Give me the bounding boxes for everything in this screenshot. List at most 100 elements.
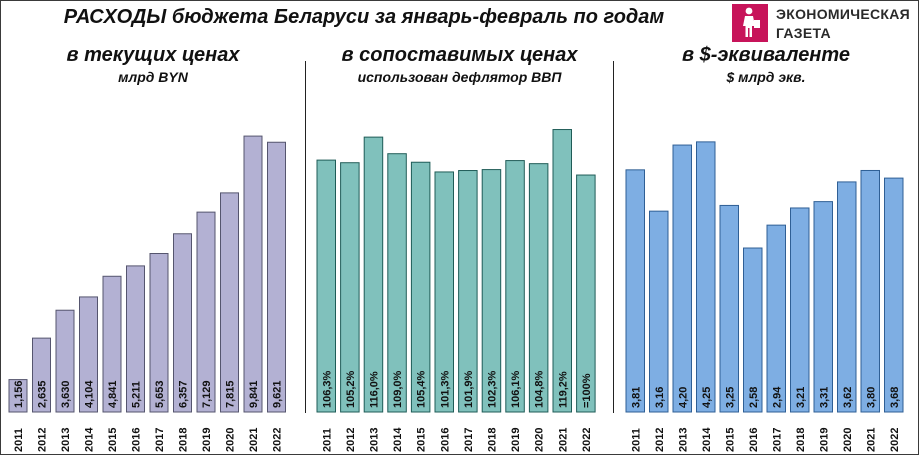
panel-1-subtitle: млрд BYN bbox=[118, 69, 188, 85]
bar bbox=[55, 309, 75, 413]
data-label: 6,357 bbox=[178, 380, 190, 408]
bar bbox=[79, 296, 98, 413]
bar bbox=[813, 201, 833, 413]
data-label: 7,815 bbox=[225, 380, 237, 408]
bar bbox=[363, 136, 384, 413]
data-label: 1,156 bbox=[13, 380, 25, 408]
tick-label: 2012 bbox=[345, 428, 357, 452]
bar bbox=[672, 144, 692, 413]
data-label: 101,9% bbox=[463, 370, 475, 408]
tick-label: 2014 bbox=[84, 427, 96, 452]
data-label: 106,3% bbox=[321, 370, 333, 408]
tick-label: 2011 bbox=[13, 428, 25, 452]
tick-label: 2013 bbox=[677, 428, 689, 452]
tick-label: 2015 bbox=[724, 428, 736, 452]
bar bbox=[505, 160, 525, 413]
tick-label: 2022 bbox=[581, 428, 593, 452]
tick-label: 2017 bbox=[463, 428, 475, 452]
tick-label: 2019 bbox=[201, 428, 213, 452]
bar bbox=[387, 153, 407, 413]
logo: ЭКОНОМИЧЕСКАЯ ГАЗЕТА bbox=[732, 4, 918, 44]
bar bbox=[196, 211, 216, 413]
data-label: 119,2% bbox=[557, 371, 569, 408]
tick-label: 2012 bbox=[37, 428, 49, 452]
logo-mark-icon bbox=[732, 4, 768, 42]
bar bbox=[649, 210, 669, 413]
bar bbox=[173, 233, 192, 413]
bar bbox=[316, 159, 336, 413]
bar bbox=[243, 135, 263, 413]
data-label: 9,621 bbox=[272, 380, 284, 408]
panel-divider bbox=[613, 61, 614, 413]
panel-3-subtitle: $ млрд экв. bbox=[726, 69, 806, 85]
bar bbox=[481, 169, 502, 413]
tick-label: 2016 bbox=[439, 428, 451, 452]
chart-2: 106,3% 2011 105,2% 2012 116,0% 2013 109,0% 2014… bbox=[316, 129, 596, 452]
tick-label: 2017 bbox=[154, 428, 166, 452]
tick-label: 2015 bbox=[107, 428, 119, 452]
bar bbox=[126, 265, 145, 413]
data-label: 106,1% bbox=[510, 370, 522, 408]
tick-label: 2018 bbox=[486, 428, 498, 452]
data-label: 5,211 bbox=[131, 381, 143, 408]
data-label: =100% bbox=[581, 373, 593, 408]
data-label: 3,80 bbox=[865, 387, 877, 408]
data-label: 3,81 bbox=[630, 387, 642, 408]
tick-label: 2019 bbox=[818, 428, 830, 452]
tick-label: 2013 bbox=[368, 428, 380, 452]
main-title: РАСХОДЫ бюджета Беларуси за январь-февра… bbox=[63, 6, 665, 28]
tick-label: 2016 bbox=[748, 428, 760, 452]
bar bbox=[8, 379, 28, 413]
bar bbox=[743, 247, 763, 413]
logo-text-line2: ГАЗЕТА bbox=[776, 25, 831, 41]
tick-label: 2022 bbox=[889, 428, 901, 452]
chart-3: 3,81 2011 3,16 2012 4,20 2013 4,25 2014 3,25 2015… bbox=[625, 141, 904, 452]
data-label: 3,16 bbox=[654, 387, 666, 408]
tick-label: 2021 bbox=[248, 428, 260, 452]
bar bbox=[625, 169, 645, 413]
data-label: 4,20 bbox=[677, 387, 689, 408]
bar bbox=[32, 337, 51, 413]
data-label: 4,25 bbox=[701, 387, 713, 408]
tick-label: 2021 bbox=[865, 428, 877, 452]
tick-label: 2021 bbox=[557, 428, 569, 452]
chart-1: 1,156 2011 2,635 2012 3,630 2013 4,104 2014 4,84… bbox=[8, 135, 286, 452]
bar bbox=[552, 129, 572, 413]
panel-3-title: в $-эквиваленте bbox=[681, 44, 851, 66]
data-label: 105,2% bbox=[345, 370, 357, 408]
bar bbox=[149, 253, 169, 413]
tick-label: 2012 bbox=[654, 428, 666, 452]
tick-label: 2020 bbox=[842, 428, 854, 452]
data-label: 7,129 bbox=[201, 380, 213, 408]
bar bbox=[837, 181, 857, 413]
data-label: 2,94 bbox=[771, 386, 783, 408]
logo-text-line1: ЭКОНОМИЧЕСКАЯ bbox=[776, 6, 911, 22]
tick-label: 2011 bbox=[630, 428, 642, 452]
panel-1-title: в текущих ценах bbox=[66, 44, 240, 66]
tick-label: 2014 bbox=[701, 427, 713, 452]
tick-label: 2015 bbox=[416, 428, 428, 452]
panel-divider bbox=[305, 61, 306, 413]
tick-label: 2011 bbox=[321, 428, 333, 452]
data-label: 4,841 bbox=[107, 380, 119, 408]
bar bbox=[434, 171, 454, 413]
bar bbox=[458, 170, 478, 413]
data-label: 4,104 bbox=[84, 380, 96, 408]
tick-label: 2018 bbox=[795, 428, 807, 452]
data-label: 9,841 bbox=[248, 380, 260, 408]
tick-label: 2017 bbox=[771, 428, 783, 452]
data-label: 2,58 bbox=[748, 387, 760, 408]
bar bbox=[790, 207, 810, 413]
bar bbox=[528, 163, 549, 413]
data-label: 5,653 bbox=[154, 380, 166, 408]
data-label: 3,630 bbox=[60, 380, 72, 408]
bar bbox=[719, 204, 739, 413]
bar bbox=[766, 224, 786, 413]
data-label: 3,25 bbox=[724, 387, 736, 408]
bar bbox=[576, 174, 596, 413]
data-label: 3,62 bbox=[842, 387, 854, 408]
panel-2-subtitle: использован дефлятор ВВП bbox=[357, 69, 562, 85]
bar bbox=[696, 141, 716, 413]
